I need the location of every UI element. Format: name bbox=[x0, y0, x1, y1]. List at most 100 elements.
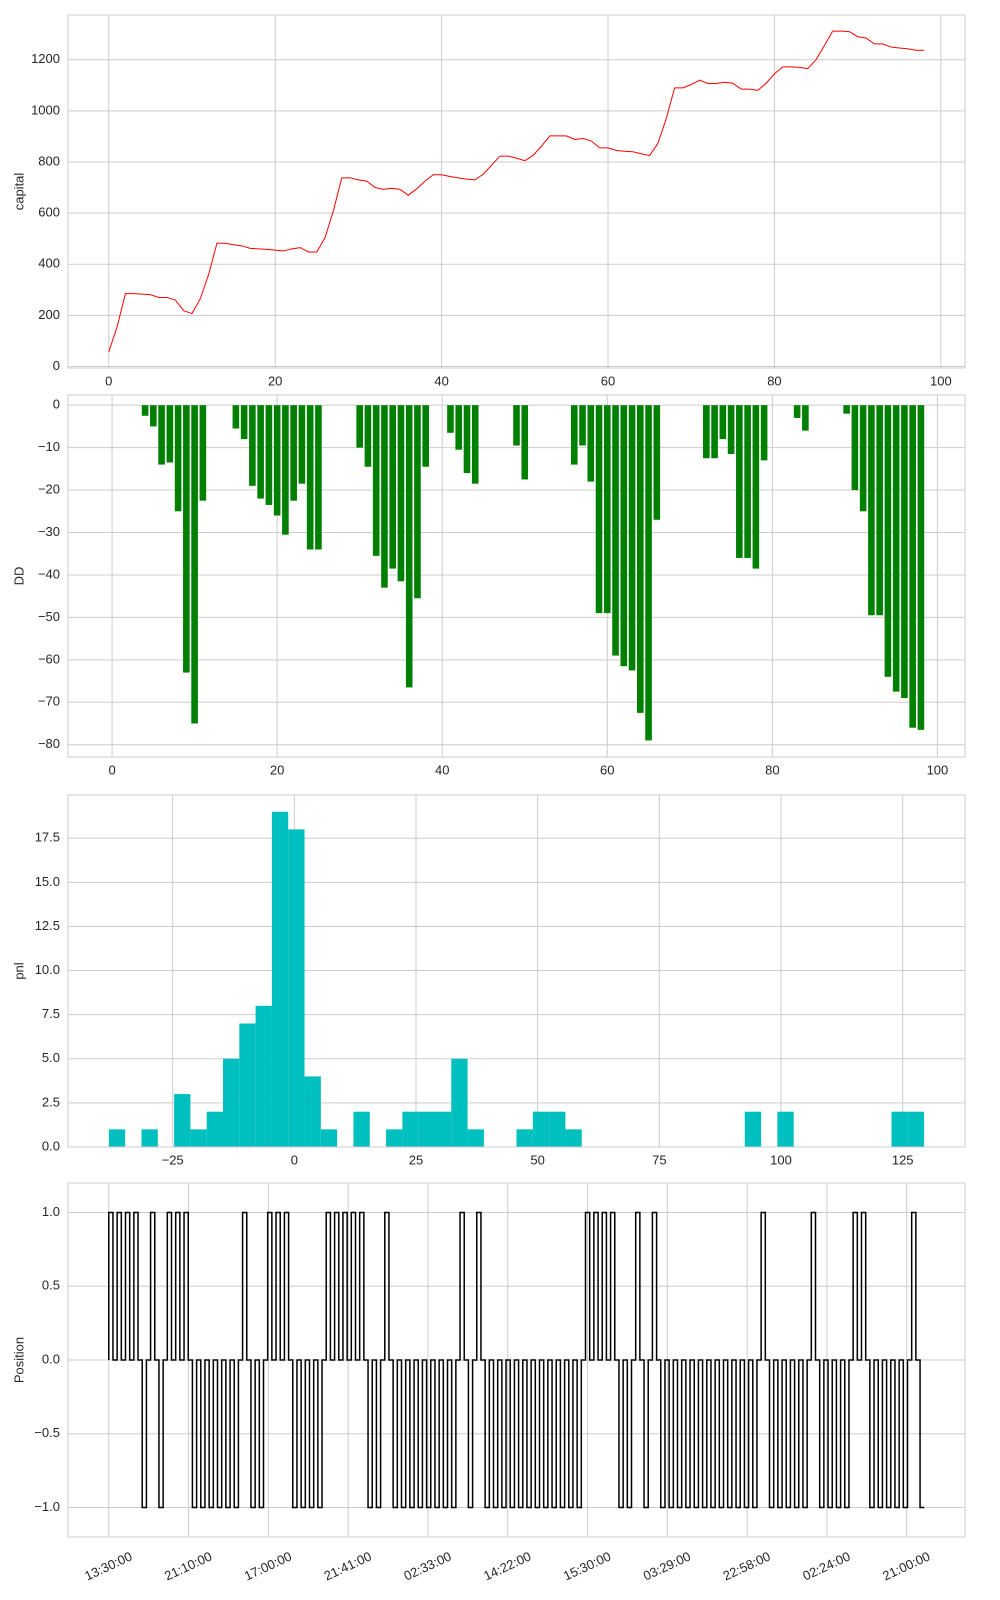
bar bbox=[364, 405, 372, 467]
hist-bar bbox=[744, 1111, 762, 1147]
bar bbox=[603, 405, 611, 614]
y-tick-label: 0.5 bbox=[42, 1278, 60, 1293]
x-tick-label: 100 bbox=[770, 1152, 792, 1167]
hist-bar bbox=[190, 1129, 207, 1147]
x-tick-label: 21:00:00 bbox=[880, 1549, 932, 1584]
y-tick-label: −20 bbox=[38, 481, 60, 496]
marks bbox=[108, 1211, 925, 1509]
y-tick-label: 15.0 bbox=[35, 874, 60, 889]
bar bbox=[158, 405, 165, 465]
x-tick-label: 40 bbox=[435, 762, 449, 777]
axes-frame bbox=[67, 1182, 966, 1538]
bar bbox=[249, 405, 256, 486]
y-tick-label: 7.5 bbox=[42, 1006, 60, 1021]
x-tick-label: 100 bbox=[930, 373, 952, 388]
bar bbox=[447, 405, 454, 433]
y-tick-label: −40 bbox=[38, 566, 60, 581]
bar bbox=[802, 405, 809, 431]
bar bbox=[290, 405, 297, 501]
x-tick-label: 15:30:00 bbox=[561, 1549, 613, 1584]
bar bbox=[471, 405, 479, 484]
bar bbox=[859, 405, 867, 512]
x-tick-label: 21:41:00 bbox=[322, 1549, 374, 1584]
x-tick-label: 02:24:00 bbox=[800, 1549, 852, 1584]
y-axis-label: DD bbox=[11, 567, 26, 586]
y-tick-label: 17.5 bbox=[35, 830, 60, 845]
bar bbox=[579, 405, 586, 446]
bar bbox=[736, 405, 743, 558]
bar bbox=[513, 405, 520, 446]
hist-bar bbox=[402, 1111, 419, 1147]
y-axis-label: Position bbox=[11, 1337, 26, 1383]
bar bbox=[843, 405, 850, 414]
panel: −1.0 −0.5 0.0 0.5 1.0 13:30:00 21:10:00 17:00:0… bbox=[11, 1182, 966, 1584]
x-tick-label: 40 bbox=[434, 373, 448, 388]
bar bbox=[298, 405, 306, 484]
y-tick-label: 400 bbox=[38, 256, 60, 271]
bar bbox=[273, 405, 281, 516]
bar bbox=[628, 405, 636, 671]
x-tick-label: 20 bbox=[268, 373, 282, 388]
bar bbox=[315, 405, 322, 550]
panel: 0 −10 −20 −30 −40 −50 −60 −70 −80 0 20 40 60 80 100 DD bbox=[11, 394, 966, 777]
bar bbox=[612, 405, 619, 656]
bar bbox=[282, 405, 289, 535]
x-tick-label: 03:29:00 bbox=[641, 1549, 693, 1584]
hist-bar bbox=[516, 1129, 533, 1147]
axes-frame bbox=[67, 14, 966, 369]
y-tick-label: −10 bbox=[38, 439, 60, 454]
y-tick-label: −50 bbox=[38, 609, 60, 624]
x-tick-label: −25 bbox=[162, 1152, 184, 1167]
bar bbox=[793, 405, 801, 418]
bar bbox=[521, 405, 529, 480]
bar bbox=[868, 405, 875, 616]
hist-bar bbox=[239, 1023, 256, 1147]
bar bbox=[909, 405, 916, 728]
hist-bar bbox=[451, 1058, 468, 1147]
y-tick-label: 1200 bbox=[31, 51, 60, 66]
bar bbox=[174, 405, 182, 512]
hist-bar bbox=[777, 1111, 794, 1147]
bar bbox=[653, 405, 661, 520]
x-tick-label: 17:00:00 bbox=[242, 1549, 294, 1584]
bar bbox=[703, 405, 710, 459]
hist-bar bbox=[434, 1111, 452, 1147]
hist-bar bbox=[532, 1111, 550, 1147]
x-tick-label: 125 bbox=[892, 1152, 914, 1167]
hist-bar bbox=[891, 1111, 908, 1147]
bar bbox=[884, 405, 892, 677]
position-step bbox=[108, 1211, 925, 1509]
y-tick-label: 200 bbox=[38, 307, 60, 322]
bar bbox=[851, 405, 859, 491]
bar bbox=[637, 405, 644, 713]
y-axis-label: capital bbox=[11, 173, 26, 211]
y-tick-label: 0.0 bbox=[42, 1351, 60, 1366]
bar bbox=[752, 405, 760, 569]
bar bbox=[595, 405, 603, 614]
x-tick-label: 0 bbox=[105, 373, 112, 388]
y-tick-label: −80 bbox=[38, 736, 60, 751]
y-tick-label: −1.0 bbox=[34, 1499, 60, 1514]
bar bbox=[191, 405, 198, 724]
axes-frame bbox=[67, 394, 966, 758]
hist-bar bbox=[206, 1111, 224, 1147]
hist-bar bbox=[108, 1129, 126, 1147]
y-tick-label: 600 bbox=[38, 205, 60, 220]
bar bbox=[381, 405, 388, 588]
bar bbox=[901, 405, 908, 699]
bar bbox=[711, 405, 718, 459]
x-tick-label: 22:58:00 bbox=[721, 1549, 773, 1584]
y-tick-label: 1000 bbox=[31, 102, 60, 117]
bar bbox=[141, 405, 149, 416]
y-tick-label: 12.5 bbox=[35, 918, 60, 933]
x-tick-label: 60 bbox=[601, 373, 615, 388]
x-tick-label: 13:30:00 bbox=[82, 1549, 134, 1584]
hist-bar bbox=[141, 1129, 158, 1147]
bar bbox=[166, 405, 174, 463]
x-tick-label: 80 bbox=[767, 373, 781, 388]
bar bbox=[570, 405, 578, 465]
y-tick-label: 2.5 bbox=[42, 1094, 60, 1109]
hist-bar bbox=[223, 1058, 240, 1147]
bar bbox=[389, 405, 396, 569]
x-tick-label: 02:33:00 bbox=[401, 1549, 453, 1584]
